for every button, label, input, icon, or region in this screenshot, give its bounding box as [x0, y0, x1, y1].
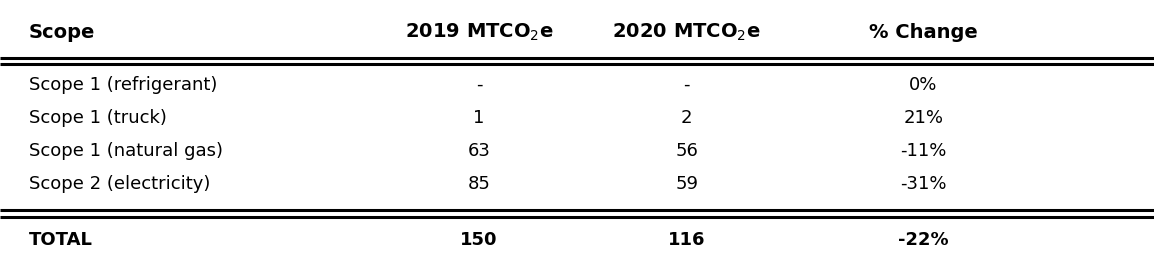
Text: 2019 MTCO$_2$e: 2019 MTCO$_2$e — [405, 21, 553, 43]
Text: -22%: -22% — [898, 231, 949, 249]
Text: -11%: -11% — [900, 142, 946, 160]
Text: 1: 1 — [473, 109, 485, 127]
Text: 150: 150 — [460, 231, 497, 249]
Text: 2020 MTCO$_2$e: 2020 MTCO$_2$e — [613, 21, 760, 43]
Text: 85: 85 — [467, 175, 490, 193]
Text: 116: 116 — [668, 231, 705, 249]
Text: -: - — [475, 76, 482, 94]
Text: % Change: % Change — [869, 23, 977, 42]
Text: 0%: 0% — [909, 76, 937, 94]
Text: 59: 59 — [675, 175, 698, 193]
Text: 56: 56 — [675, 142, 698, 160]
Text: TOTAL: TOTAL — [29, 231, 92, 249]
Text: 2: 2 — [681, 109, 692, 127]
Text: -31%: -31% — [900, 175, 946, 193]
Text: Scope 1 (natural gas): Scope 1 (natural gas) — [29, 142, 223, 160]
Text: Scope 2 (electricity): Scope 2 (electricity) — [29, 175, 210, 193]
Text: Scope 1 (truck): Scope 1 (truck) — [29, 109, 166, 127]
Text: Scope 1 (refrigerant): Scope 1 (refrigerant) — [29, 76, 217, 94]
Text: 63: 63 — [467, 142, 490, 160]
Text: -: - — [683, 76, 690, 94]
Text: Scope: Scope — [29, 23, 96, 42]
Text: 21%: 21% — [904, 109, 943, 127]
